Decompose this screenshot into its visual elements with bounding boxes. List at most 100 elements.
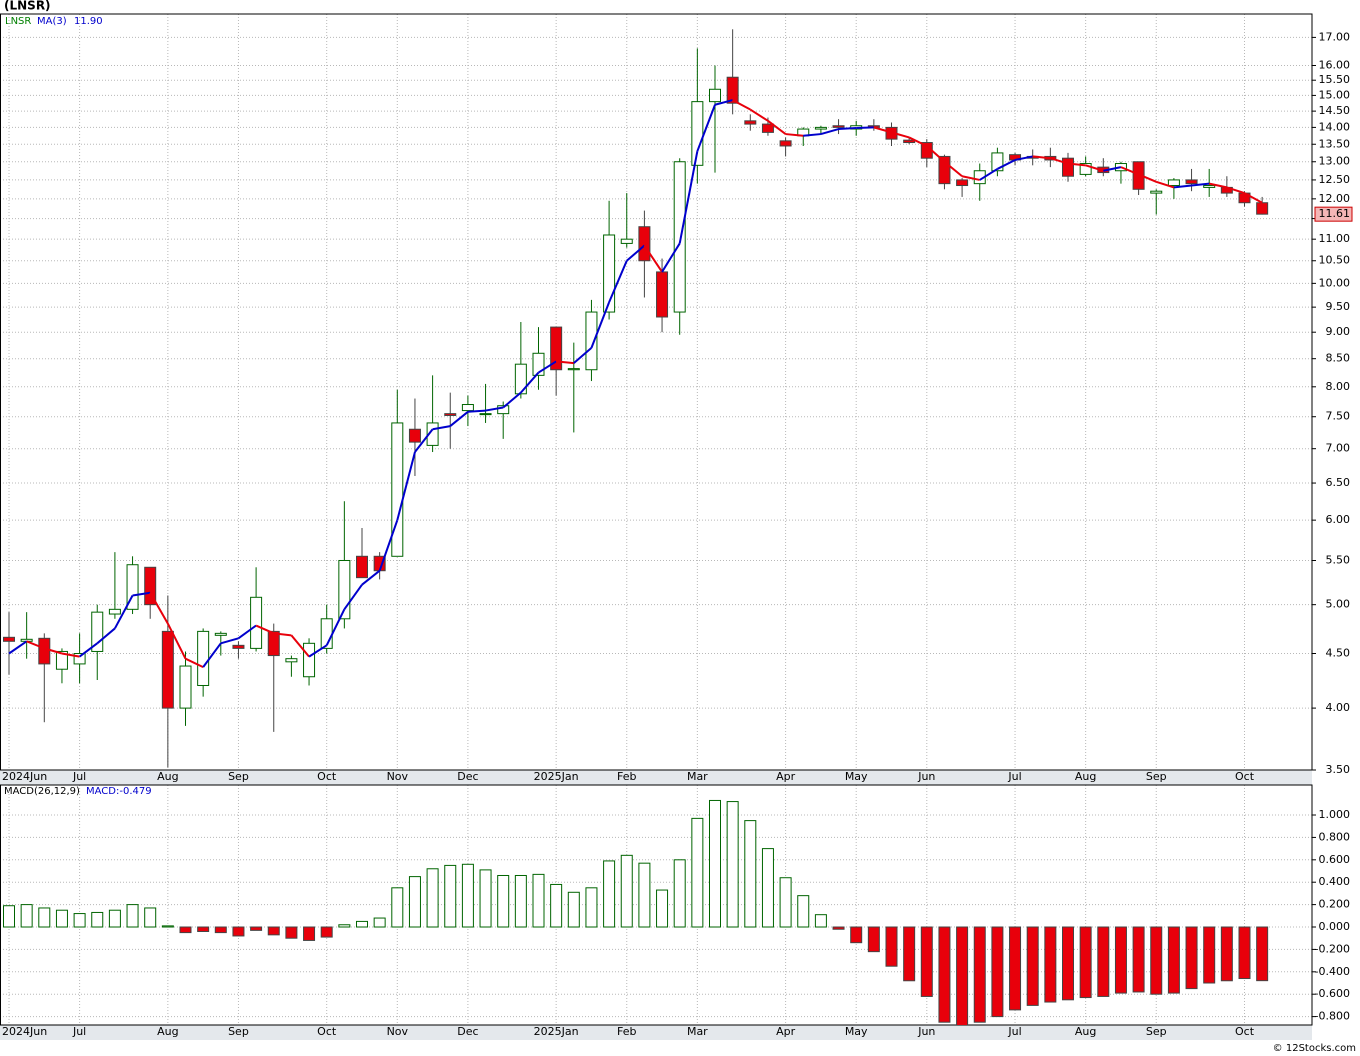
plot-frame [0, 13, 1313, 771]
y-tick-label: 14.00 [1319, 120, 1351, 133]
candle-body [161, 630, 174, 709]
ma-segment [44, 647, 63, 655]
x-tick-label: Nov [387, 1025, 409, 1038]
ma-segment [1067, 162, 1086, 167]
bar [144, 907, 157, 928]
candle-body [408, 428, 421, 443]
ma-segment [290, 634, 310, 658]
candle-body [232, 644, 245, 649]
candle-body [1185, 179, 1198, 185]
ma-segment [114, 595, 134, 629]
candle-body [426, 422, 439, 446]
y-tick-label: 8.00 [1326, 380, 1351, 393]
bar [285, 926, 298, 939]
ma-segment [166, 623, 187, 660]
candle-body [1132, 161, 1145, 190]
candle-body [638, 226, 651, 262]
x-tick-label: Mar [687, 770, 708, 783]
bar [779, 877, 792, 928]
bar [1062, 926, 1074, 1001]
date-strip [0, 1025, 1312, 1040]
candle-body [603, 234, 616, 313]
ma-segment [378, 519, 399, 572]
x-tick-label: Sep [228, 770, 249, 783]
bars [3, 799, 1269, 1025]
candle-body [144, 566, 157, 606]
ma-segment [467, 409, 486, 413]
y-tick-label: 6.50 [1326, 476, 1351, 489]
ma-segment [767, 120, 787, 135]
ma-segment [556, 360, 574, 365]
bar [973, 926, 986, 1023]
y-tick-label: 0.800 [1319, 830, 1351, 843]
y-tick-label: -0.200 [1315, 942, 1350, 955]
x-tick-label: Dec [457, 1025, 478, 1038]
ma-segment [1138, 173, 1157, 183]
candle-body [726, 76, 739, 104]
y-tick-label: 8.50 [1326, 352, 1351, 365]
x-tick-label: Feb [617, 1025, 636, 1038]
candle-body [673, 161, 686, 313]
legend-entry: MACD(26,12,9) [4, 786, 80, 797]
y-tick-label: 3.50 [1326, 763, 1351, 776]
candle-body [532, 352, 545, 376]
x-tick-label: Aug [1075, 770, 1096, 783]
candle-body [550, 326, 563, 371]
candle-body [691, 101, 704, 166]
candle-body [903, 139, 916, 144]
bar [232, 926, 245, 937]
x-tick-label: Dec [457, 770, 478, 783]
y-tick-label: 4.00 [1326, 701, 1351, 714]
ma-segment [308, 644, 328, 658]
last-price-label: 11.61 [1319, 207, 1351, 220]
candle-body [91, 611, 104, 652]
ma-segment [520, 371, 540, 394]
y-tick-label: 1.000 [1319, 808, 1351, 821]
candle-body [1167, 179, 1180, 187]
bar [550, 883, 563, 928]
y-tick-label: 0.000 [1319, 920, 1351, 933]
bar [38, 907, 51, 928]
ma-segment [237, 624, 257, 640]
candle-body [179, 665, 192, 709]
candle-body [585, 311, 598, 371]
ma-segment [1155, 180, 1175, 189]
bar [1150, 926, 1163, 995]
candle-body [744, 120, 757, 125]
ma-segment [255, 624, 275, 635]
bar [444, 864, 457, 928]
bar [91, 911, 104, 928]
bar [1238, 926, 1251, 980]
bar [497, 874, 510, 928]
ma-segment [996, 159, 1016, 170]
candle-body [656, 271, 669, 318]
ma-segment [202, 642, 222, 668]
bar [726, 801, 739, 928]
bar [885, 926, 898, 967]
x-tick-label: Aug [157, 770, 178, 783]
ma-segment [608, 260, 628, 303]
bar [832, 926, 845, 930]
ma-segment [78, 642, 98, 658]
ma-segment [1208, 182, 1228, 189]
bar [1079, 926, 1092, 999]
candle-body [814, 126, 827, 130]
ma-segment [432, 425, 451, 431]
bar [1167, 926, 1180, 994]
ma-segment [979, 168, 998, 181]
ma-segment [185, 657, 204, 668]
y-tick-label: 4.50 [1326, 647, 1351, 660]
ma-segment [908, 136, 928, 147]
bar [691, 817, 704, 928]
bar [391, 887, 404, 928]
y-tick-label: 5.00 [1326, 598, 1351, 611]
bar [1026, 926, 1039, 1006]
y-tick-label: 13.00 [1319, 155, 1351, 168]
ma-segment [537, 360, 557, 374]
plot-frame [0, 784, 1313, 1026]
ma-segment [485, 406, 504, 412]
bar [267, 926, 280, 936]
candle-body [250, 596, 263, 649]
bar [903, 926, 916, 982]
bar [250, 926, 263, 931]
